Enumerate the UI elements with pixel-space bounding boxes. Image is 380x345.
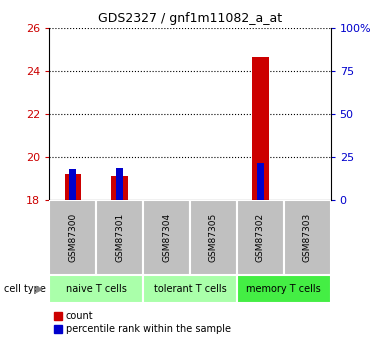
Bar <box>143 200 190 275</box>
Bar <box>237 200 284 275</box>
Text: ▶: ▶ <box>36 284 44 294</box>
Bar <box>252 57 269 200</box>
Text: GSM87305: GSM87305 <box>209 213 218 262</box>
Text: GSM87304: GSM87304 <box>162 213 171 262</box>
Bar <box>237 275 331 303</box>
Text: tolerant T cells: tolerant T cells <box>154 284 226 294</box>
Bar <box>257 163 264 200</box>
Legend: count, percentile rank within the sample: count, percentile rank within the sample <box>54 312 231 334</box>
Title: GDS2327 / gnf1m11082_a_at: GDS2327 / gnf1m11082_a_at <box>98 12 282 25</box>
Bar <box>116 168 123 200</box>
Bar <box>65 174 81 200</box>
Text: GSM87301: GSM87301 <box>115 213 124 262</box>
Bar <box>69 169 76 200</box>
Text: naive T cells: naive T cells <box>66 284 127 294</box>
Text: GSM87300: GSM87300 <box>68 213 78 262</box>
Text: GSM87302: GSM87302 <box>256 213 265 262</box>
Bar <box>111 176 128 200</box>
Bar <box>190 200 237 275</box>
Bar <box>49 200 96 275</box>
Text: cell type: cell type <box>4 284 46 294</box>
Bar <box>49 275 143 303</box>
Bar <box>143 275 237 303</box>
Text: GSM87303: GSM87303 <box>302 213 312 262</box>
Text: memory T cells: memory T cells <box>246 284 321 294</box>
Bar <box>96 200 143 275</box>
Bar <box>284 200 331 275</box>
